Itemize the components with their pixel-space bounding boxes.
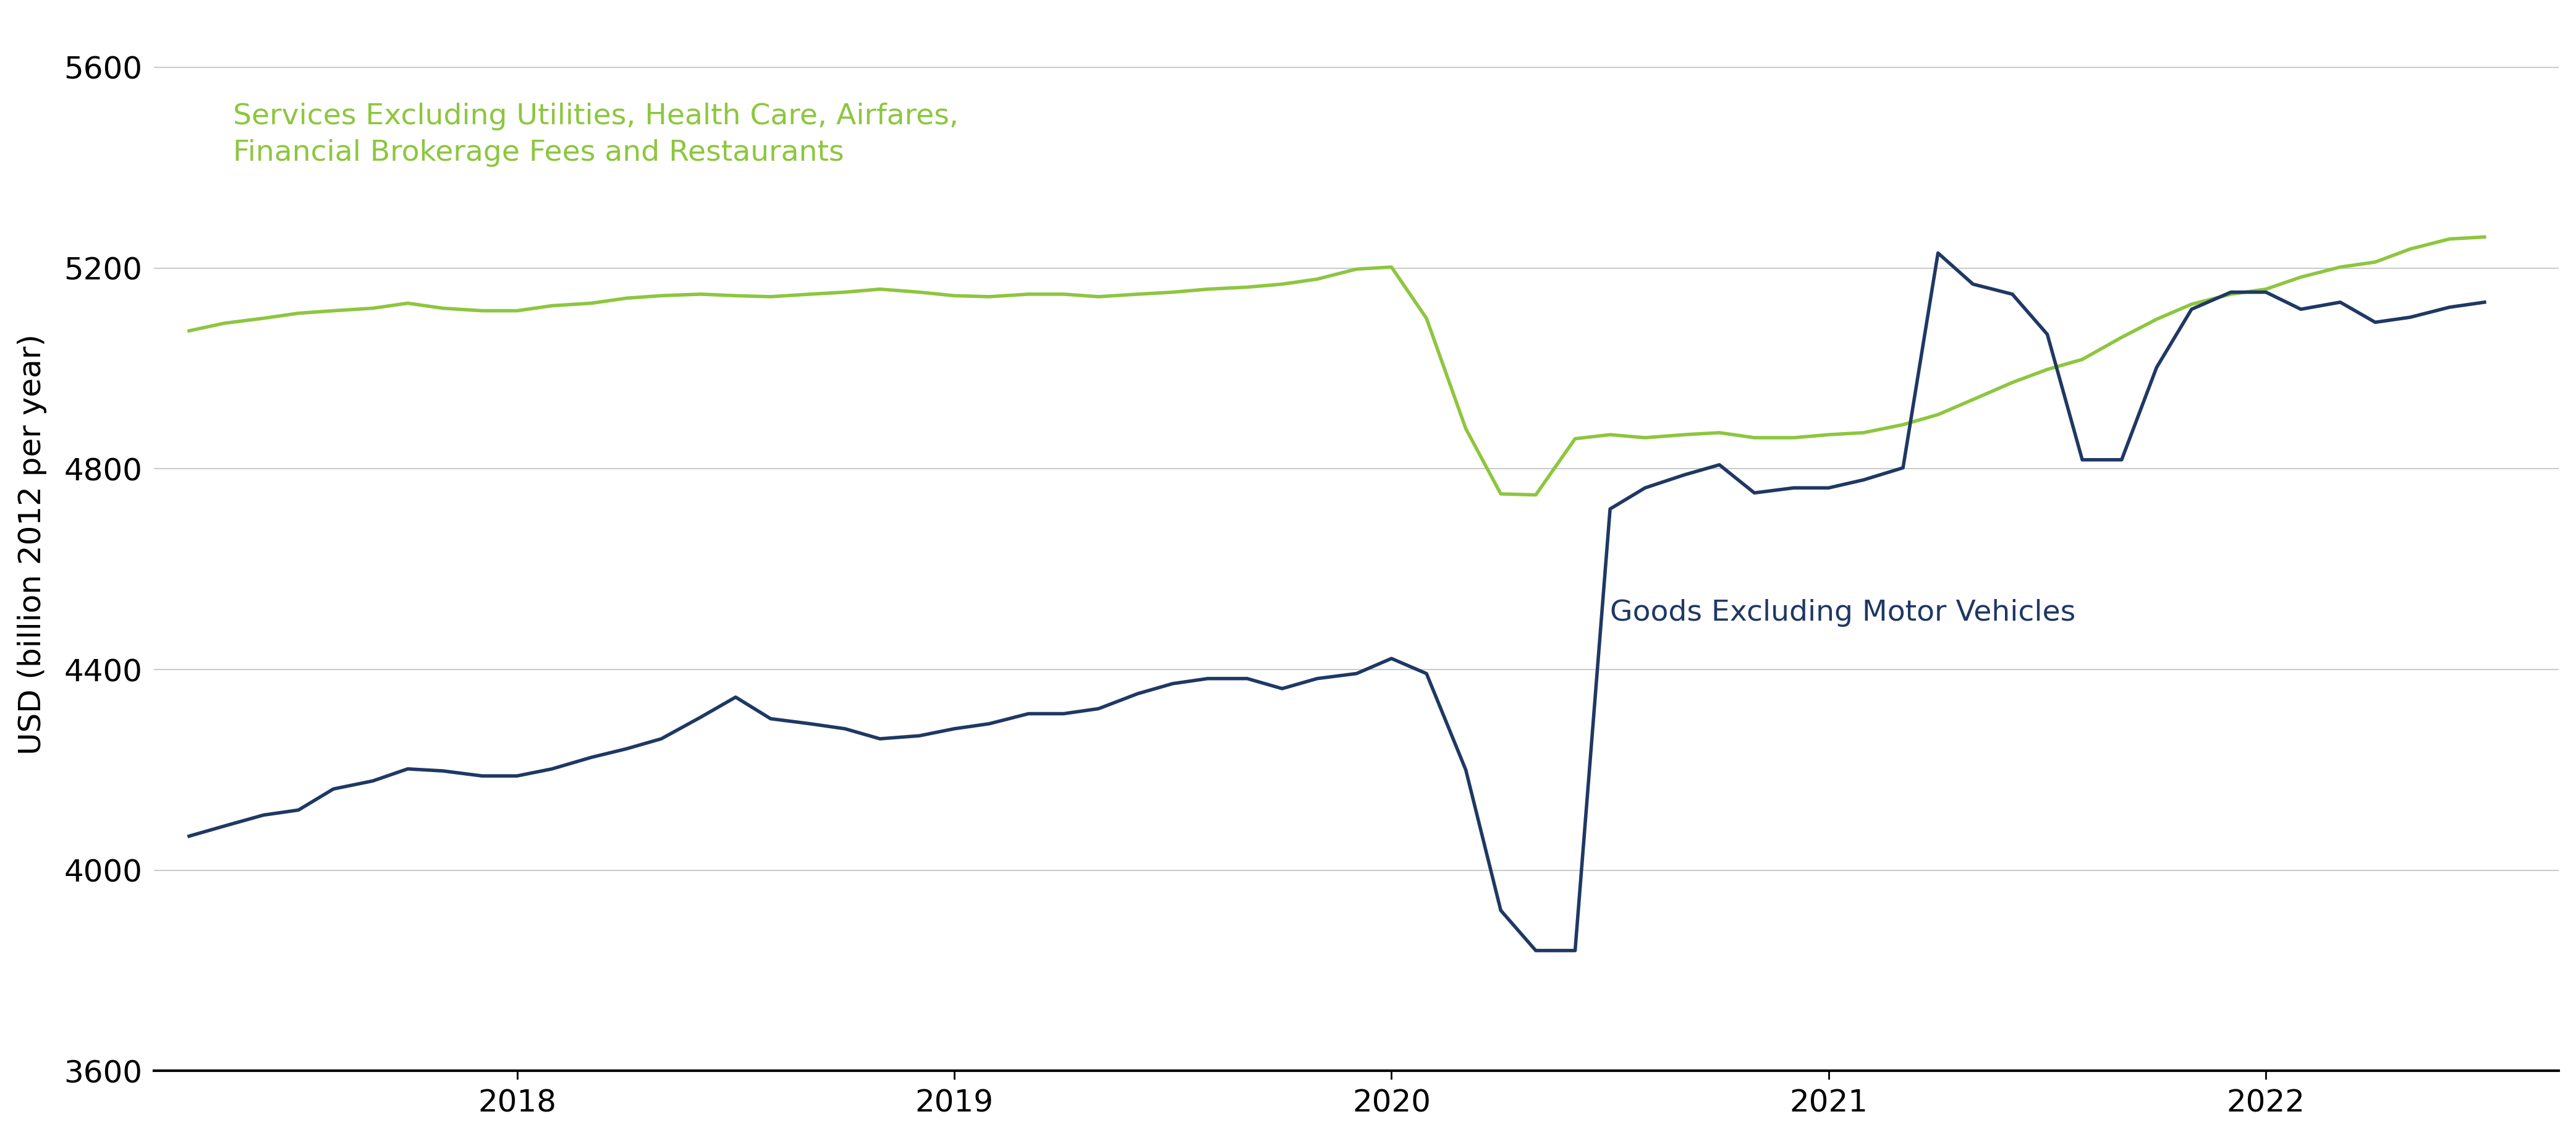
Text: Goods Excluding Motor Vehicles: Goods Excluding Motor Vehicles xyxy=(1610,599,2076,628)
Y-axis label: USD (billion 2012 per year): USD (billion 2012 per year) xyxy=(18,334,46,755)
Text: Services Excluding Utilities, Health Care, Airfares,
Financial Brokerage Fees an: Services Excluding Utilities, Health Car… xyxy=(232,102,958,167)
